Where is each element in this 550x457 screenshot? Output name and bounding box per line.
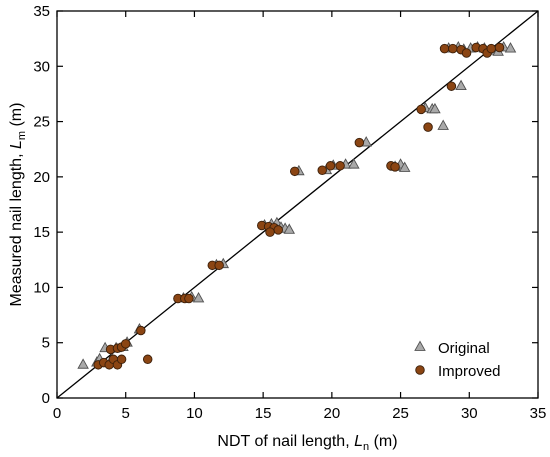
point-improved [317, 165, 327, 175]
x-tick-label: 30 [461, 405, 478, 422]
point-improved [120, 339, 131, 349]
point-improved [423, 122, 433, 132]
plot-frame [56, 10, 539, 399]
point-original [455, 79, 467, 91]
legend-label-original: Original [438, 340, 490, 357]
point-improved [265, 227, 275, 237]
point-improved [142, 354, 153, 365]
y-tick-label: 20 [33, 169, 50, 186]
point-improved [116, 354, 127, 365]
x-tick-label: 20 [324, 405, 341, 422]
axis-tick-labels: 0 5 10 15 20 25 30 35 0 5 10 15 20 25 30 35 [33, 3, 546, 422]
point-improved [214, 260, 224, 271]
point-improved [494, 42, 505, 53]
point-original [398, 161, 411, 172]
legend: Original Improved [414, 340, 501, 380]
y-tick-label: 35 [33, 3, 50, 20]
point-original [77, 358, 89, 369]
point-original [504, 42, 517, 53]
point-improved [486, 43, 497, 54]
point-improved [136, 325, 146, 336]
x-tick-label: 5 [122, 405, 130, 422]
legend-marker-improved [415, 365, 425, 375]
point-original [283, 223, 296, 234]
y-tick-label: 0 [42, 390, 50, 407]
point-improved [354, 137, 365, 148]
point-improved [184, 293, 194, 304]
x-tick-label: 15 [255, 405, 272, 422]
legend-marker-original [414, 340, 426, 351]
point-improved [290, 166, 300, 177]
point-original [192, 291, 205, 303]
point-improved [335, 161, 345, 171]
point-original [429, 102, 441, 114]
series-improved-points [93, 42, 505, 370]
y-tick-label: 30 [33, 58, 50, 75]
x-tick-label: 10 [186, 405, 203, 422]
y-tick-label: 25 [33, 114, 50, 131]
x-axis-title: NDT of nail length, Ln (m) [217, 433, 397, 453]
point-original [348, 158, 360, 169]
point-improved [446, 81, 457, 91]
y-axis-title: Measured nail length, Lm (m) [8, 103, 28, 307]
point-improved [325, 161, 336, 171]
point-improved [390, 162, 400, 172]
y-tick-label: 10 [33, 279, 50, 296]
x-tick-label: 25 [392, 405, 409, 422]
y-tick-label: 15 [33, 224, 50, 241]
point-improved [416, 104, 426, 115]
y-tick-label: 5 [42, 335, 50, 352]
point-improved [461, 48, 472, 58]
x-tick-label: 0 [53, 405, 61, 422]
legend-label-improved: Improved [438, 363, 501, 380]
point-improved [273, 225, 284, 235]
point-improved [439, 43, 450, 54]
point-improved [448, 43, 458, 54]
x-tick-label: 35 [530, 405, 547, 422]
point-original [437, 119, 449, 130]
